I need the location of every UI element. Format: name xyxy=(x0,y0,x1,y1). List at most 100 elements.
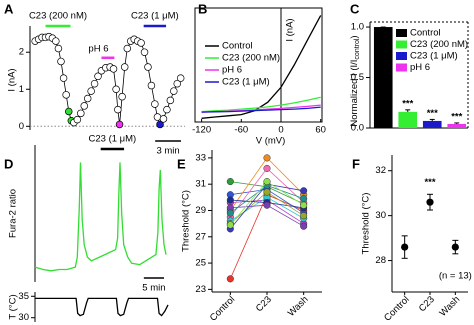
treatment-label: C23 (200 nM) xyxy=(29,11,87,22)
x-tick-label: C23 xyxy=(254,294,274,314)
y-tick-label: 0 xyxy=(19,121,24,132)
data-point xyxy=(151,100,159,108)
mean-point xyxy=(426,198,434,206)
plot-frame xyxy=(194,7,323,123)
data-point xyxy=(226,178,234,186)
significance: *** xyxy=(451,111,462,122)
data-point xyxy=(144,63,152,71)
data-point xyxy=(300,222,308,230)
legend-label: C23 (1 μM) xyxy=(410,51,458,62)
significance: *** xyxy=(402,98,413,109)
y-axis-label: Fura-2 ratio xyxy=(8,189,19,238)
panel-letter: A xyxy=(4,1,14,16)
data-point xyxy=(166,96,175,105)
y-tick-label: 31 xyxy=(195,179,206,190)
data-point xyxy=(109,65,118,73)
data-point xyxy=(118,92,126,101)
significance: *** xyxy=(424,177,435,188)
y-tick-label: 35 xyxy=(18,291,29,302)
y-tick-label: 2 xyxy=(19,47,24,58)
data-point xyxy=(64,107,73,116)
data-point xyxy=(90,79,99,88)
data-point xyxy=(163,105,171,114)
y-axis-label: I (nA) xyxy=(285,18,296,41)
mean-point xyxy=(451,243,459,251)
data-point xyxy=(83,94,92,103)
data-point xyxy=(226,275,234,283)
data-point xyxy=(123,44,132,53)
bar xyxy=(398,111,418,128)
y-tick-label: 30 xyxy=(375,210,386,221)
data-point xyxy=(112,85,120,94)
bar xyxy=(373,27,393,128)
data-point xyxy=(137,39,145,47)
data-point xyxy=(87,87,95,95)
legend-swatch xyxy=(396,63,407,72)
y-tick-label: 1.0 xyxy=(351,22,364,33)
panel-letter: D xyxy=(4,156,13,171)
legend-label: C23 (200 nM) xyxy=(410,39,468,50)
data-point xyxy=(300,187,308,195)
bar xyxy=(422,120,442,128)
data-point xyxy=(159,115,168,123)
significance: *** xyxy=(427,108,438,119)
legend-swatch xyxy=(396,40,407,49)
x-axis-label: V (mV) xyxy=(256,136,286,147)
treatment-label: pH 6 xyxy=(88,43,108,54)
y-tick-label: 0.5 xyxy=(351,72,364,83)
data-point xyxy=(94,72,102,81)
data-point xyxy=(52,37,60,45)
x-tick-label: Wash xyxy=(286,294,311,319)
panel-letter: E xyxy=(177,156,186,171)
series-line xyxy=(201,106,321,113)
y-axis-label: Threshold (°C) xyxy=(181,190,192,252)
data-point xyxy=(77,109,85,118)
x-tick-label: Wash xyxy=(438,294,463,319)
y-axis-label-part: Normalized I (I/I xyxy=(349,60,360,127)
data-point xyxy=(156,120,164,129)
x-tick-label: 60 xyxy=(315,125,326,136)
y-axis-label: I (nA) xyxy=(7,68,18,91)
data-point xyxy=(263,188,271,196)
y-axis-label: Normalized I (I/Icontrol) xyxy=(349,35,361,126)
treatment-label: C23 (1 μM) xyxy=(131,11,179,22)
x-tick-label: 0 xyxy=(278,125,283,136)
legend-label: pH 6 xyxy=(222,65,242,76)
data-point xyxy=(59,74,68,82)
legend-label: Control xyxy=(410,28,441,39)
panel-letter: C xyxy=(350,1,360,16)
series-line xyxy=(34,162,167,272)
y-tick-label: 23 xyxy=(195,284,206,295)
sample-size: (n = 13) xyxy=(439,271,472,282)
data-point xyxy=(176,74,185,82)
scale-bar-label: 5 min xyxy=(142,283,165,294)
bar xyxy=(447,123,467,128)
data-point xyxy=(300,212,308,220)
y-axis-label-part: ) xyxy=(349,35,360,38)
series-line xyxy=(201,96,321,113)
y-tick-label: 0.0 xyxy=(351,123,364,134)
x-tick-label: Control xyxy=(208,294,237,323)
data-point xyxy=(173,79,182,88)
data-point xyxy=(300,195,308,203)
data-point xyxy=(226,196,234,204)
legend-label: pH 6 xyxy=(410,62,430,73)
legend-label: C23 (1 μM) xyxy=(222,77,270,88)
data-point xyxy=(226,209,234,217)
data-point xyxy=(73,115,82,124)
y-tick-label: 29 xyxy=(195,205,206,216)
data-point xyxy=(263,164,271,172)
x-tick-label: C23 xyxy=(417,294,437,314)
data-point xyxy=(226,221,234,229)
panel-letter: B xyxy=(198,1,207,16)
mean-point xyxy=(401,243,409,251)
legend-label: Control xyxy=(222,41,253,52)
y-tick-label: 25 xyxy=(195,258,206,269)
y-tick-label: 28 xyxy=(375,255,386,266)
data-point xyxy=(263,201,271,209)
y-axis-label-part: control xyxy=(354,38,361,59)
y-tick-label: 30 xyxy=(18,312,29,323)
x-tick-label: -120 xyxy=(192,125,211,136)
data-point xyxy=(120,63,129,71)
data-point xyxy=(170,87,178,95)
